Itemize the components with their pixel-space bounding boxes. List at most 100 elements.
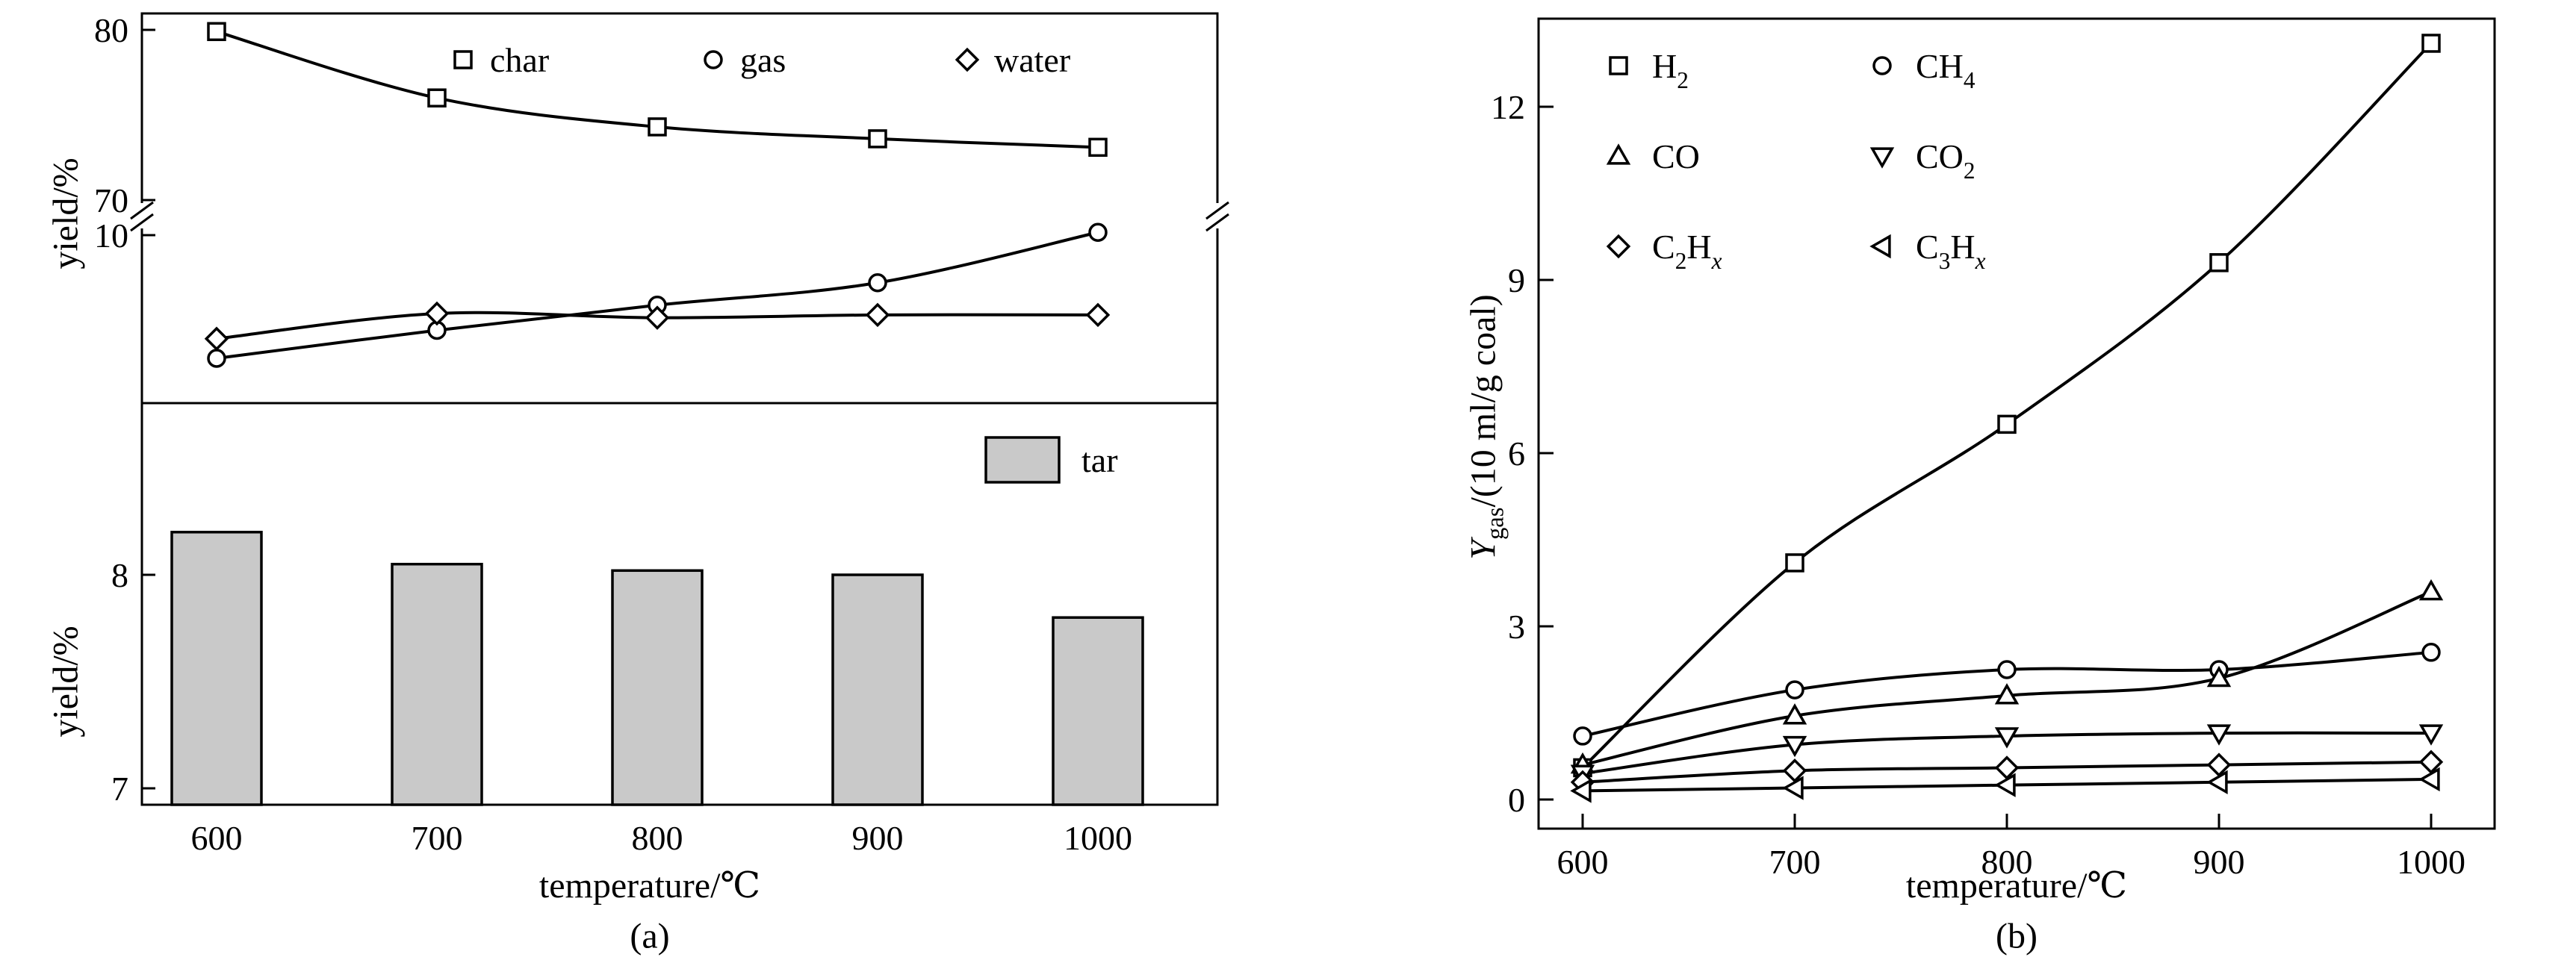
series-CO2-marker (2418, 724, 2444, 746)
series-gas-marker (1088, 222, 1108, 242)
legend-marker-triangle-left (1869, 234, 1891, 259)
x-tick-label: 1000 (1064, 819, 1132, 857)
x-tick-label: 1000 (2397, 843, 2465, 881)
panel-b-caption: (b) (1996, 916, 2037, 956)
panel-b-frame (1537, 17, 2496, 830)
series-water-marker (1085, 302, 1111, 328)
y-tick-label: 0 (1508, 781, 1525, 819)
legend-marker-triangle-up (1606, 143, 1631, 165)
legend-item-char: char (453, 41, 549, 79)
series-CO-marker (2418, 579, 2444, 601)
panel-b-y-axis-title: Ygas/(10 ml/g coal) (1463, 294, 1509, 560)
x-tick-label: 600 (191, 819, 243, 857)
legend-item-CO2: CO2 (1869, 137, 1976, 184)
legend-label-C2Hx: C2Hx (1652, 228, 1722, 274)
legend-label-char: char (490, 41, 549, 79)
axis-break-slash (130, 213, 154, 232)
series-water-marker (865, 302, 890, 328)
panel-b-plot: 600 700 800 900 1000 0 3 6 9 12 H2 CH4 CO CO2 C2Hx C3Hx (1491, 17, 2496, 881)
series-CO-marker (1994, 683, 2020, 705)
bar-tar (611, 569, 704, 806)
y-tick-label: 6 (1508, 434, 1525, 473)
x-tick-label: 900 (852, 819, 904, 857)
axis-break-slash (1205, 213, 1229, 232)
series-H2-line (1581, 42, 2433, 769)
legend-item-CH4: CH4 (1872, 47, 1976, 93)
legend-marker-circle (704, 50, 723, 69)
panel-a-top-y-axis-title: yield/% (46, 158, 86, 269)
series-char-marker (868, 129, 887, 149)
legend-label-gas: gas (740, 41, 786, 79)
y-tick-label: 80 (94, 11, 128, 49)
legend-label-CH4: CH4 (1916, 47, 1976, 93)
legend-label-C3Hx: C3Hx (1916, 228, 1986, 274)
x-tick-label: 800 (1981, 843, 2033, 881)
series-char-marker (427, 88, 447, 107)
series-char-marker (648, 117, 667, 137)
x-tick-label: 700 (1769, 843, 1821, 881)
series-water-marker (204, 326, 229, 351)
panel-a-x-axis-title: temperature/℃ (539, 866, 761, 906)
series-H2-marker (2209, 253, 2229, 272)
series-H2-marker (1997, 414, 2017, 434)
y-tick-label: 7 (111, 770, 128, 808)
series-gas-line (216, 231, 1099, 360)
legend-marker-diamond (955, 47, 980, 72)
series-C3Hx-marker (1570, 779, 1592, 803)
bar-tar (170, 531, 263, 806)
legend-label-CO2: CO2 (1916, 137, 1976, 184)
legend-item-H2: H2 (1609, 47, 1689, 93)
legend-item-gas: gas (704, 41, 786, 79)
legend-marker-square (1609, 56, 1628, 75)
series-CO2-marker (1994, 727, 2020, 749)
panel-b-x-axis-title: temperature/℃ (1905, 866, 2128, 906)
legend-marker-circle (1872, 56, 1892, 75)
legend-marker-diamond (1606, 234, 1631, 259)
legend-label-H2: H2 (1652, 47, 1689, 93)
series-CO-marker (2206, 665, 2232, 688)
x-tick-label: 800 (632, 819, 683, 857)
series-C3Hx-marker (1994, 773, 2016, 797)
series-CO2-marker (2206, 724, 2232, 746)
panel-a-caption: (a) (630, 916, 670, 956)
legend-item-tar: tar (984, 436, 1118, 484)
legend-item-CO: CO (1606, 137, 1700, 175)
legend-swatch-tar (984, 436, 1061, 484)
legend-marker-square (453, 50, 473, 69)
series-CH4-marker (2421, 643, 2441, 662)
series-gas-marker (207, 349, 226, 368)
legend-item-C3Hx: C3Hx (1869, 228, 1986, 274)
series-H2-marker (1785, 553, 1804, 573)
legend-label-water: water (994, 41, 1070, 79)
legend-item-water: water (955, 41, 1070, 79)
series-water-marker (424, 301, 450, 326)
series-char-marker (1088, 137, 1108, 158)
series-CH4-marker (1573, 726, 1592, 746)
y-tick-label: 8 (111, 556, 128, 594)
series-gas-marker (868, 273, 887, 293)
y-tick-label: 10 (94, 216, 128, 255)
bar-tar (1052, 616, 1144, 806)
legend-label-tar: tar (1081, 441, 1118, 479)
x-tick-label: 700 (412, 819, 463, 857)
x-tick-label: 600 (1557, 843, 1609, 881)
axis-break-slash (1205, 201, 1229, 220)
series-C3Hx-marker (2206, 770, 2228, 795)
y-tick-label: 3 (1508, 608, 1525, 646)
panel-a-bottom-y-axis-title: yield/% (46, 626, 86, 738)
series-CO-marker (1782, 703, 1807, 725)
bar-tar (831, 573, 924, 806)
series-water-marker (645, 305, 670, 330)
x-tick-label: 900 (2194, 843, 2245, 881)
y-tick-label: 12 (1491, 88, 1525, 126)
series-CO2-marker (1782, 735, 1807, 758)
series-H2-marker (2421, 34, 2441, 53)
y-tick-label: 9 (1508, 261, 1525, 299)
series-char-marker (207, 22, 226, 42)
bar-tar (391, 562, 483, 806)
legend-label-CO: CO (1652, 137, 1700, 175)
legend-marker-triangle-down (1869, 147, 1895, 169)
